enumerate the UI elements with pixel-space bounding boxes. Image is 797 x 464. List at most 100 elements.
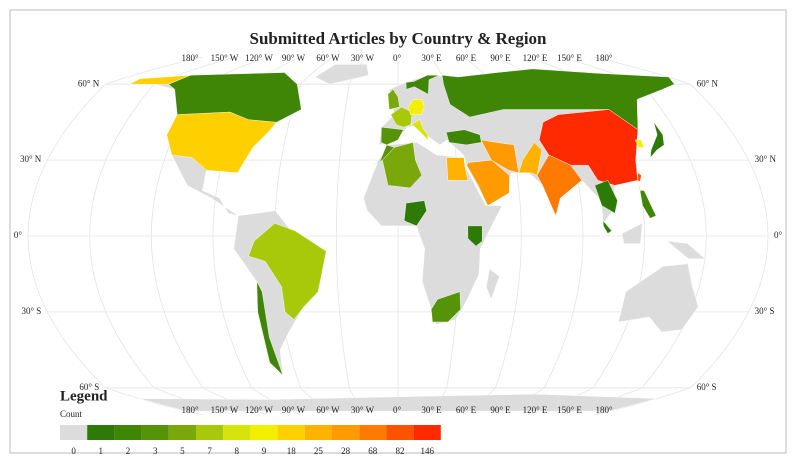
legend-swatch bbox=[413, 425, 441, 440]
region bbox=[446, 157, 469, 181]
region bbox=[403, 200, 427, 227]
longitude-label: 60° E bbox=[456, 405, 477, 415]
latitude-label: 30° N bbox=[20, 154, 42, 164]
land bbox=[621, 222, 643, 244]
legend-swatch bbox=[141, 425, 169, 440]
legend-swatch bbox=[114, 425, 142, 440]
latitude-label: 0° bbox=[14, 230, 23, 240]
latitude-label: 30° S bbox=[755, 306, 775, 316]
region bbox=[168, 72, 302, 123]
legend: 0 1 2 3 5 7 8 9 18 25 28 68 82 146 bbox=[60, 425, 441, 456]
legend-swatch bbox=[168, 425, 196, 440]
region bbox=[467, 225, 483, 247]
legend-label: 146 bbox=[420, 446, 434, 456]
legend-title: Legend bbox=[60, 388, 108, 404]
legend-label: 82 bbox=[396, 446, 405, 456]
legend-label: 28 bbox=[341, 446, 351, 456]
legend-swatch bbox=[60, 425, 88, 440]
legend-subtitle: Count bbox=[60, 409, 83, 419]
legend-label: 8 bbox=[235, 446, 240, 456]
longitude-label: 90° E bbox=[490, 53, 511, 63]
legend-label: 1 bbox=[99, 446, 104, 456]
land bbox=[139, 393, 657, 412]
region bbox=[408, 99, 425, 115]
longitude-label: 180° bbox=[595, 53, 613, 63]
region bbox=[637, 172, 642, 182]
latitude-label: 30° S bbox=[21, 306, 41, 316]
longitude-label: 150° W bbox=[211, 405, 239, 415]
region bbox=[445, 129, 482, 146]
latitude-label: 0° bbox=[774, 230, 783, 240]
legend-label: 9 bbox=[262, 446, 267, 456]
region bbox=[248, 223, 327, 320]
legend-swatch bbox=[196, 425, 224, 440]
region bbox=[380, 126, 404, 146]
latitude-label: 60° N bbox=[78, 78, 100, 88]
longitude-label: 0° bbox=[393, 405, 402, 415]
regions bbox=[129, 68, 675, 376]
legend-swatch bbox=[250, 425, 278, 440]
region bbox=[129, 75, 191, 85]
land bbox=[314, 64, 369, 85]
legend-label: 5 bbox=[180, 446, 185, 456]
latitude-label: 30° N bbox=[755, 154, 777, 164]
region bbox=[410, 119, 429, 141]
region bbox=[405, 75, 440, 95]
longitude-label: 120° E bbox=[523, 53, 548, 63]
longitude-label: 30° W bbox=[351, 53, 375, 63]
legend-swatch bbox=[359, 425, 387, 440]
land bbox=[486, 268, 500, 300]
longitude-label: 0° bbox=[393, 53, 402, 63]
longitude-label: 120° W bbox=[245, 53, 273, 63]
longitude-label: 180° bbox=[181, 53, 199, 63]
longitude-label: 180° bbox=[181, 405, 199, 415]
region bbox=[372, 144, 395, 166]
legend-label: 25 bbox=[314, 446, 324, 456]
longitude-label: 60° W bbox=[316, 53, 340, 63]
legend-label: 2 bbox=[126, 446, 131, 456]
legend-label: 3 bbox=[153, 446, 158, 456]
legend-swatch bbox=[304, 425, 332, 440]
region bbox=[594, 180, 618, 214]
legend-label: 0 bbox=[71, 446, 76, 456]
latitude-label: 60° N bbox=[697, 78, 719, 88]
land bbox=[363, 142, 503, 325]
legend-label: 68 bbox=[368, 446, 378, 456]
land bbox=[618, 263, 699, 333]
legend-label: 7 bbox=[207, 446, 212, 456]
legend-swatch bbox=[277, 425, 305, 440]
legend-label: 18 bbox=[287, 446, 297, 456]
longitude-label: 30° W bbox=[351, 405, 375, 415]
longitude-label: 90° E bbox=[490, 405, 511, 415]
legend-swatch bbox=[87, 425, 115, 440]
longitude-label: 60° W bbox=[316, 405, 340, 415]
longitude-label: 90° W bbox=[282, 405, 306, 415]
region bbox=[602, 220, 612, 234]
longitude-label: 120° W bbox=[245, 405, 273, 415]
longitude-label: 30° E bbox=[421, 53, 442, 63]
map-title: Submitted Articles by Country & Region bbox=[249, 29, 547, 48]
land bbox=[666, 240, 706, 259]
legend-swatch bbox=[332, 425, 360, 440]
region bbox=[466, 159, 510, 206]
region bbox=[634, 139, 645, 148]
graticule-labels: 180° 180° 150° W 150° W 120° W 120° W 90° W 90°… bbox=[14, 53, 783, 415]
longitude-label: 120° E bbox=[523, 405, 548, 415]
latitude-label: 60° S bbox=[697, 382, 717, 392]
longitude-label: 180° bbox=[595, 405, 613, 415]
region bbox=[382, 142, 423, 189]
region bbox=[650, 122, 665, 159]
longitude-label: 150° E bbox=[557, 53, 582, 63]
latitude-label: 60° S bbox=[79, 382, 99, 392]
region bbox=[518, 142, 543, 176]
region bbox=[536, 154, 583, 217]
region bbox=[387, 88, 400, 110]
longitude-label: 150° W bbox=[211, 53, 239, 63]
longitude-label: 60° E bbox=[456, 53, 477, 63]
region bbox=[256, 281, 283, 376]
frame bbox=[9, 9, 787, 454]
region bbox=[639, 190, 657, 219]
longitude-label: 150° E bbox=[557, 405, 582, 415]
legend-swatch bbox=[223, 425, 251, 440]
